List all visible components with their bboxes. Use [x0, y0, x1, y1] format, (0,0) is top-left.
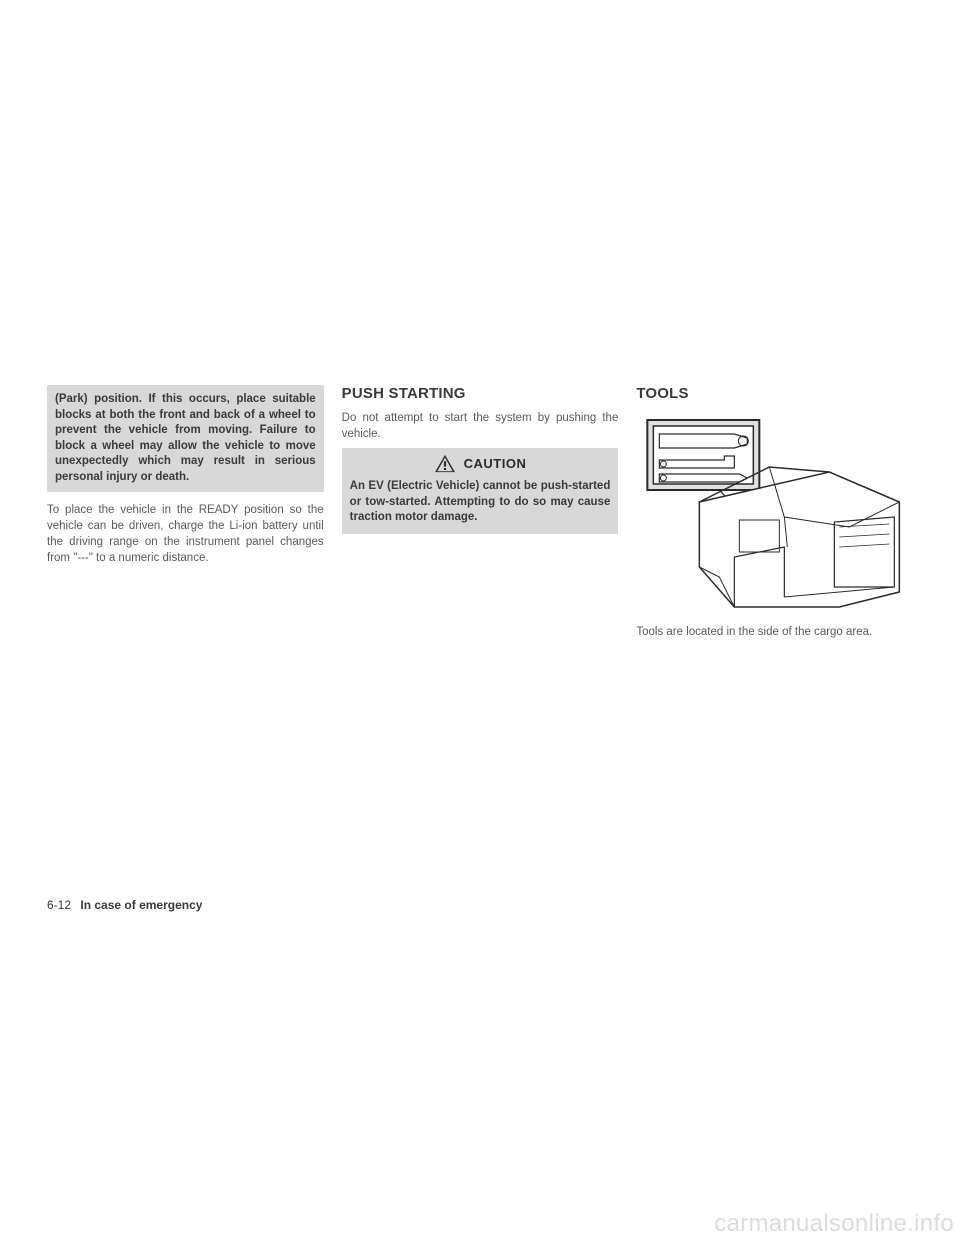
tools-illustration	[636, 412, 913, 612]
section-name: In case of emergency	[80, 898, 202, 912]
column-1: (Park) position. If this occurs, place s…	[47, 385, 324, 640]
page-footer: 6-12 In case of emergency	[47, 898, 202, 912]
page-content: (Park) position. If this occurs, place s…	[47, 385, 913, 640]
caution-body-text: An EV (Electric Vehicle) cannot be push-…	[342, 477, 619, 534]
column-2: PUSH STARTING Do not attempt to start th…	[342, 385, 619, 640]
caution-label: CAUTION	[464, 456, 527, 471]
warning-box: (Park) position. If this occurs, place s…	[47, 385, 324, 492]
push-starting-intro: Do not attempt to start the system by pu…	[342, 410, 619, 442]
tools-caption: Tools are located in the side of the car…	[636, 624, 913, 640]
page-number: 6-12	[47, 898, 71, 912]
tools-heading: TOOLS	[636, 385, 913, 402]
warning-text: (Park) position. If this occurs, place s…	[55, 392, 316, 485]
body-paragraph: To place the vehicle in the READY positi…	[47, 502, 324, 566]
watermark: carmanualsonline.info	[714, 1210, 954, 1238]
caution-header: CAUTION	[342, 448, 619, 477]
push-starting-heading: PUSH STARTING	[342, 385, 619, 402]
caution-box: CAUTION An EV (Electric Vehicle) cannot …	[342, 448, 619, 534]
warning-triangle-icon	[434, 454, 456, 473]
column-3: TOOLS	[636, 385, 913, 640]
